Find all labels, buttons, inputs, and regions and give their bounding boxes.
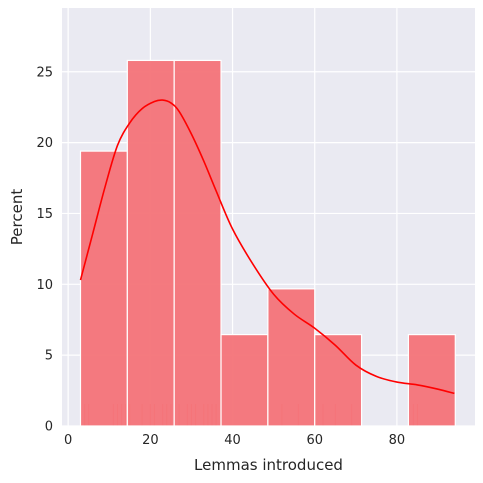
histogram-bar bbox=[267, 288, 316, 427]
histogram-bar bbox=[126, 59, 175, 427]
x-tick-label: 80 bbox=[389, 433, 406, 448]
kde-curve bbox=[79, 99, 455, 395]
y-tick-labels: 0 5 10 15 20 25 bbox=[36, 65, 53, 434]
x-tick-label: 60 bbox=[306, 433, 323, 448]
histogram-bar bbox=[173, 59, 222, 427]
histogram-bars bbox=[79, 59, 456, 427]
y-tick-label: 10 bbox=[36, 278, 53, 293]
histogram-bar bbox=[79, 150, 128, 427]
histogram-bar bbox=[220, 334, 269, 427]
y-tick-label: 5 bbox=[45, 349, 53, 364]
histogram-bar bbox=[407, 334, 456, 427]
x-tick-label: 20 bbox=[142, 433, 159, 448]
y-tick-label: 25 bbox=[36, 65, 53, 80]
x-axis-label: Lemmas introduced bbox=[194, 456, 343, 474]
y-axis-label: Percent bbox=[8, 189, 26, 246]
x-tick-label: 0 bbox=[64, 433, 72, 448]
histogram-bar bbox=[314, 334, 363, 427]
y-tick-label: 15 bbox=[36, 207, 53, 222]
y-tick-label: 20 bbox=[36, 136, 53, 151]
x-tick-labels: 0 20 40 60 80 bbox=[64, 433, 405, 448]
y-tick-label: 0 bbox=[45, 420, 53, 435]
x-tick-label: 40 bbox=[224, 433, 241, 448]
